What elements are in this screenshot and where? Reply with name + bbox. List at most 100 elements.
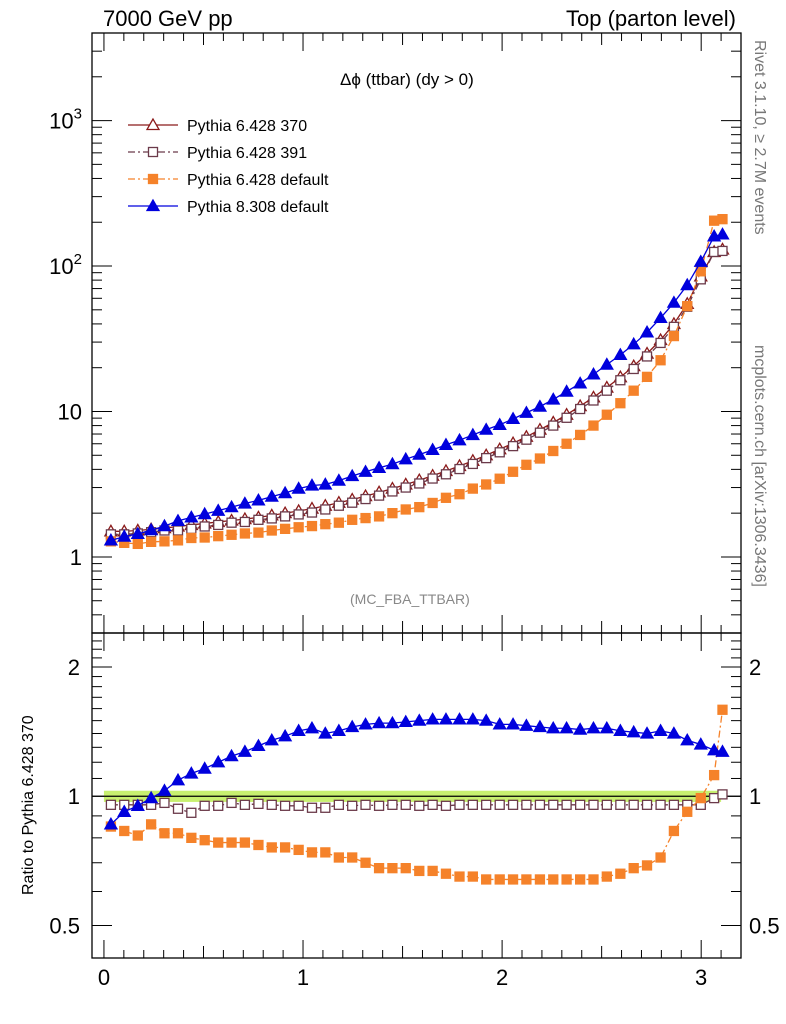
main-data-point	[145, 536, 157, 547]
ratio-data-point	[601, 871, 612, 882]
ratio-data-point	[360, 857, 371, 868]
ratio-data-point	[320, 847, 331, 858]
ratio-data-point	[708, 769, 720, 781]
main-data-point	[599, 357, 614, 370]
ratio-data-point	[492, 717, 507, 730]
main-data-point	[213, 519, 224, 531]
main-data-point	[239, 516, 251, 528]
main-data-point	[655, 337, 666, 349]
main-data-point	[253, 514, 264, 525]
ratio-data-point	[717, 789, 728, 800]
ratio-data-point	[159, 797, 170, 809]
ratio-data-point	[360, 799, 371, 810]
main-data-point	[717, 214, 728, 225]
ratio-data-point	[103, 817, 119, 830]
main-data-point	[398, 451, 413, 465]
main-y-tick-exponent: 3	[74, 106, 82, 123]
main-data-point	[717, 245, 728, 257]
ratio-data-point	[561, 874, 572, 885]
ratio-data-point	[333, 852, 345, 863]
ratio-data-point	[213, 837, 224, 848]
ratio-data-point	[521, 874, 532, 885]
analysis-id-label: (MC_FBA_TTBAR)	[350, 591, 470, 607]
ratio-data-point	[117, 804, 132, 817]
ratio-data-point	[559, 720, 574, 734]
ratio-data-point	[279, 800, 291, 811]
main-data-point	[333, 500, 345, 511]
ratio-y-tick-label: 1	[68, 784, 80, 809]
ratio-data-point	[467, 871, 478, 882]
ratio-data-point	[132, 830, 143, 841]
ratio-data-point	[628, 863, 639, 874]
main-data-point	[465, 427, 480, 441]
main-data-point	[680, 277, 695, 291]
ratio-data-point	[400, 799, 411, 810]
main-data-point	[387, 508, 398, 519]
ratio-data-point	[467, 799, 478, 810]
ratio-data-point	[224, 748, 239, 762]
ratio-data-point	[534, 799, 546, 810]
ratio-data-point	[641, 799, 653, 810]
main-data-point	[306, 520, 318, 532]
ratio-data-point	[708, 792, 720, 804]
main-data-point	[400, 504, 411, 515]
main-data-point	[548, 445, 559, 457]
ratio-data-point	[440, 800, 452, 811]
main-data-point	[561, 412, 572, 423]
ratio-data-point	[264, 732, 279, 746]
main-y-tick-label: 103	[49, 106, 82, 134]
ratio-data-point	[318, 726, 333, 739]
main-data-point	[387, 486, 398, 497]
main-data-point	[371, 460, 387, 473]
main-y-tick-exponent: 2	[74, 251, 82, 268]
main-data-point	[358, 464, 373, 477]
ratio-plot-frame	[91, 632, 742, 959]
ratio-data-point	[226, 797, 237, 809]
main-data-point	[117, 529, 132, 542]
ratio-data-point	[414, 865, 425, 877]
main-data-point	[505, 411, 521, 424]
ratio-data-point	[159, 828, 170, 839]
process-label: Top (parton level)	[566, 6, 736, 31]
main-data-point	[479, 422, 494, 435]
legend-entry: Pythia 6.428 default	[128, 172, 329, 189]
ratio-data-point	[347, 800, 358, 811]
ratio-data-point	[519, 718, 534, 731]
legend-label: Pythia 6.428 370	[187, 118, 307, 135]
main-data-point	[507, 466, 519, 477]
main-data-point	[559, 384, 574, 397]
ratio-data-point	[479, 713, 494, 726]
legend-entry: Pythia 6.428 391	[128, 145, 307, 162]
ratio-data-point	[385, 715, 400, 729]
main-data-point	[186, 532, 197, 544]
ratio-data-point	[494, 874, 505, 885]
main-data-point	[532, 399, 548, 412]
ratio-y-tick-label: 2	[68, 655, 80, 680]
main-data-point	[412, 447, 427, 460]
ratio-data-point	[588, 799, 599, 810]
main-data-point	[561, 438, 572, 449]
main-data-point	[172, 525, 184, 536]
ratio-data-point	[197, 761, 212, 774]
main-data-point	[291, 481, 306, 494]
ratio-data-point	[170, 772, 186, 786]
main-data-point	[345, 468, 360, 482]
x-tick-label: 1	[297, 965, 309, 990]
legend-marker	[147, 173, 159, 185]
ratio-data-point	[266, 799, 277, 810]
main-data-point	[588, 395, 599, 406]
main-data-point	[628, 385, 639, 396]
main-data-point	[534, 427, 546, 438]
ratio-data-point	[507, 874, 519, 885]
main-data-point	[239, 528, 251, 539]
ratio-data-point	[534, 874, 546, 885]
ratio-data-point	[626, 724, 641, 738]
ratio-data-point	[373, 800, 385, 811]
ratio-data-point	[599, 720, 614, 734]
ratio-data-point	[371, 715, 387, 729]
ratio-data-point	[588, 874, 599, 885]
ratio-data-point	[693, 737, 708, 750]
main-data-point	[199, 521, 210, 532]
ratio-data-point	[266, 842, 277, 853]
main-y-tick-label: 102	[49, 251, 82, 279]
